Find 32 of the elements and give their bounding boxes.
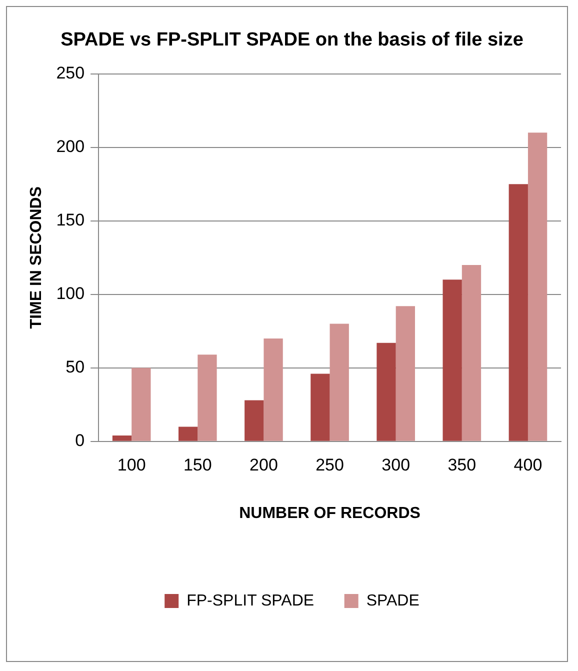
y-axis-title: TIME IN SECONDS bbox=[28, 186, 46, 329]
x-tick-label: 250 bbox=[316, 455, 344, 474]
y-tick-label: 100 bbox=[56, 284, 85, 304]
y-tick-label: 150 bbox=[56, 210, 85, 230]
bar bbox=[178, 426, 198, 441]
bar bbox=[508, 184, 528, 441]
chart-title: SPADE vs FP-SPLIT SPADE on the basis of file size bbox=[60, 30, 524, 51]
y-tick-label: 250 bbox=[56, 63, 85, 82]
bar bbox=[112, 436, 132, 441]
y-tick-label: 0 bbox=[75, 431, 85, 450]
bar bbox=[396, 306, 416, 441]
bar bbox=[310, 374, 330, 441]
x-tick-label: 200 bbox=[250, 455, 278, 474]
x-tick-label: 400 bbox=[514, 455, 542, 474]
x-tick-label: 150 bbox=[183, 455, 212, 474]
y-tick-label: 200 bbox=[56, 137, 85, 156]
x-tick-label: 300 bbox=[382, 455, 410, 474]
bar bbox=[442, 280, 462, 441]
bar bbox=[198, 354, 217, 441]
bar bbox=[462, 264, 482, 441]
bar bbox=[376, 342, 396, 441]
x-axis-title: NUMBER OF RECORDS bbox=[239, 504, 421, 522]
legend-label: FP-SPLIT SPADE bbox=[186, 592, 314, 610]
x-tick-label: 100 bbox=[117, 455, 146, 474]
bar bbox=[330, 324, 349, 441]
bar bbox=[528, 132, 548, 441]
bar bbox=[132, 368, 151, 441]
bar bbox=[264, 338, 283, 441]
y-tick-label: 50 bbox=[66, 358, 85, 377]
bar bbox=[244, 400, 264, 441]
legend-label: SPADE bbox=[366, 592, 420, 610]
x-tick-label: 350 bbox=[448, 455, 476, 474]
